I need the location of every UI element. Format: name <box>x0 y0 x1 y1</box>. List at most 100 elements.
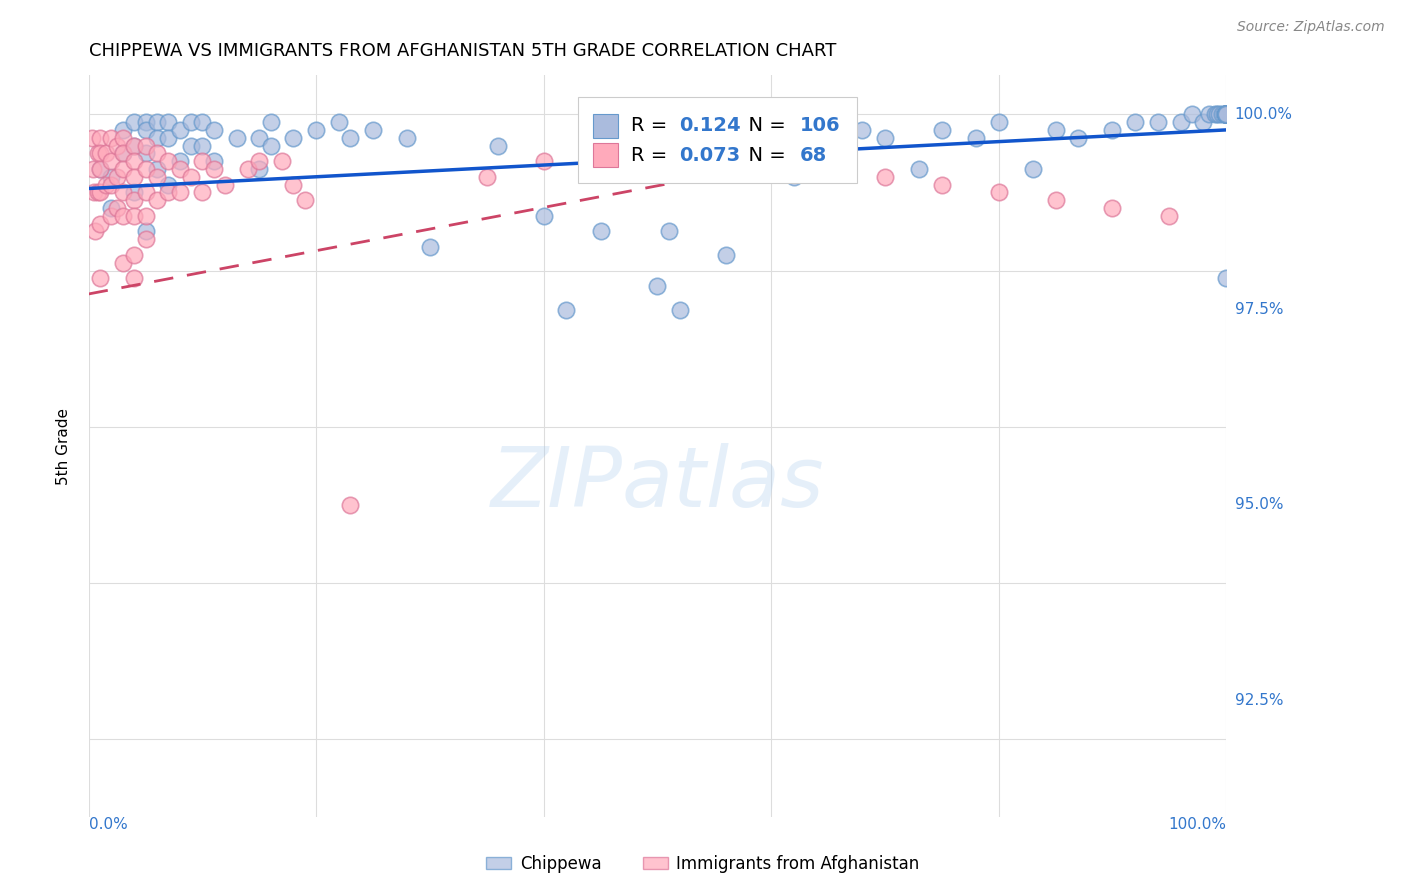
Point <box>475 169 498 184</box>
Point <box>533 154 555 169</box>
Point <box>1067 130 1090 145</box>
Text: 97.5%: 97.5% <box>1234 302 1284 317</box>
Point <box>1045 123 1067 137</box>
Point <box>135 138 157 153</box>
Point <box>111 186 134 200</box>
Point <box>135 186 157 200</box>
Point <box>1215 107 1237 121</box>
Point <box>1215 107 1237 121</box>
Point <box>180 138 202 153</box>
Point <box>87 186 110 200</box>
Point <box>146 146 169 161</box>
Point <box>135 232 157 246</box>
Point <box>157 178 180 192</box>
Point <box>260 138 283 153</box>
Point <box>1045 193 1067 207</box>
Point <box>1215 107 1237 121</box>
Point <box>1215 107 1237 121</box>
Text: 5th Grade: 5th Grade <box>56 408 72 485</box>
Point <box>135 115 157 129</box>
Point <box>122 193 145 207</box>
Point <box>1215 107 1237 121</box>
Point <box>1215 107 1237 121</box>
Point <box>191 186 214 200</box>
Point <box>714 248 737 262</box>
Point <box>1215 107 1237 121</box>
Text: 0.073: 0.073 <box>679 146 740 165</box>
Point <box>100 209 122 223</box>
Point <box>80 130 103 145</box>
FancyBboxPatch shape <box>592 114 617 137</box>
Point <box>100 154 122 169</box>
Point <box>1123 115 1146 129</box>
Point <box>1022 161 1045 176</box>
Point <box>100 201 122 215</box>
Point <box>1215 107 1237 121</box>
Text: 106: 106 <box>800 116 841 136</box>
Legend: Chippewa, Immigrants from Afghanistan: Chippewa, Immigrants from Afghanistan <box>479 848 927 880</box>
Point <box>260 115 283 129</box>
Point <box>105 201 128 215</box>
Point <box>987 186 1010 200</box>
Point <box>135 224 157 238</box>
Point <box>89 161 111 176</box>
Point <box>647 146 669 161</box>
Point <box>669 302 692 317</box>
Text: 100.0%: 100.0% <box>1234 107 1292 122</box>
Point <box>247 130 270 145</box>
Point <box>84 224 107 238</box>
Point <box>89 161 111 176</box>
Point <box>1215 107 1237 121</box>
Point <box>135 146 157 161</box>
Point <box>1215 107 1237 121</box>
Point <box>135 123 157 137</box>
Text: R =: R = <box>631 146 673 165</box>
Point <box>122 138 145 153</box>
Point <box>533 209 555 223</box>
Point <box>873 130 896 145</box>
Point <box>247 154 270 169</box>
Point <box>122 154 145 169</box>
Point <box>1215 107 1237 121</box>
Point <box>111 146 134 161</box>
FancyBboxPatch shape <box>592 144 617 167</box>
Point <box>339 130 361 145</box>
Point <box>1215 107 1237 121</box>
Point <box>105 169 128 184</box>
Point <box>761 154 783 169</box>
Text: 68: 68 <box>800 146 827 165</box>
Point <box>225 130 247 145</box>
Point <box>931 178 953 192</box>
Point <box>1215 107 1237 121</box>
Point <box>1211 107 1233 121</box>
Point <box>89 271 111 285</box>
Point <box>191 115 214 129</box>
Point <box>87 146 110 161</box>
Point <box>169 154 191 169</box>
Point <box>180 115 202 129</box>
Point <box>1208 107 1230 121</box>
Point <box>931 123 953 137</box>
Point <box>658 224 681 238</box>
Point <box>111 161 134 176</box>
Point <box>1206 107 1229 121</box>
Point <box>122 186 145 200</box>
Point <box>122 209 145 223</box>
Text: 92.5%: 92.5% <box>1234 693 1284 707</box>
Point <box>191 138 214 153</box>
Point <box>1181 107 1204 121</box>
Text: CHIPPEWA VS IMMIGRANTS FROM AFGHANISTAN 5TH GRADE CORRELATION CHART: CHIPPEWA VS IMMIGRANTS FROM AFGHANISTAN … <box>89 42 837 60</box>
Point <box>157 154 180 169</box>
Point <box>1215 107 1237 121</box>
Point <box>1215 107 1237 121</box>
Point <box>589 224 612 238</box>
Point <box>100 178 122 192</box>
Point <box>1215 107 1237 121</box>
Point <box>214 178 236 192</box>
Point <box>122 138 145 153</box>
Point <box>271 154 294 169</box>
Point <box>283 130 305 145</box>
Point <box>1192 115 1215 129</box>
Point <box>1159 209 1181 223</box>
Text: N =: N = <box>735 116 792 136</box>
